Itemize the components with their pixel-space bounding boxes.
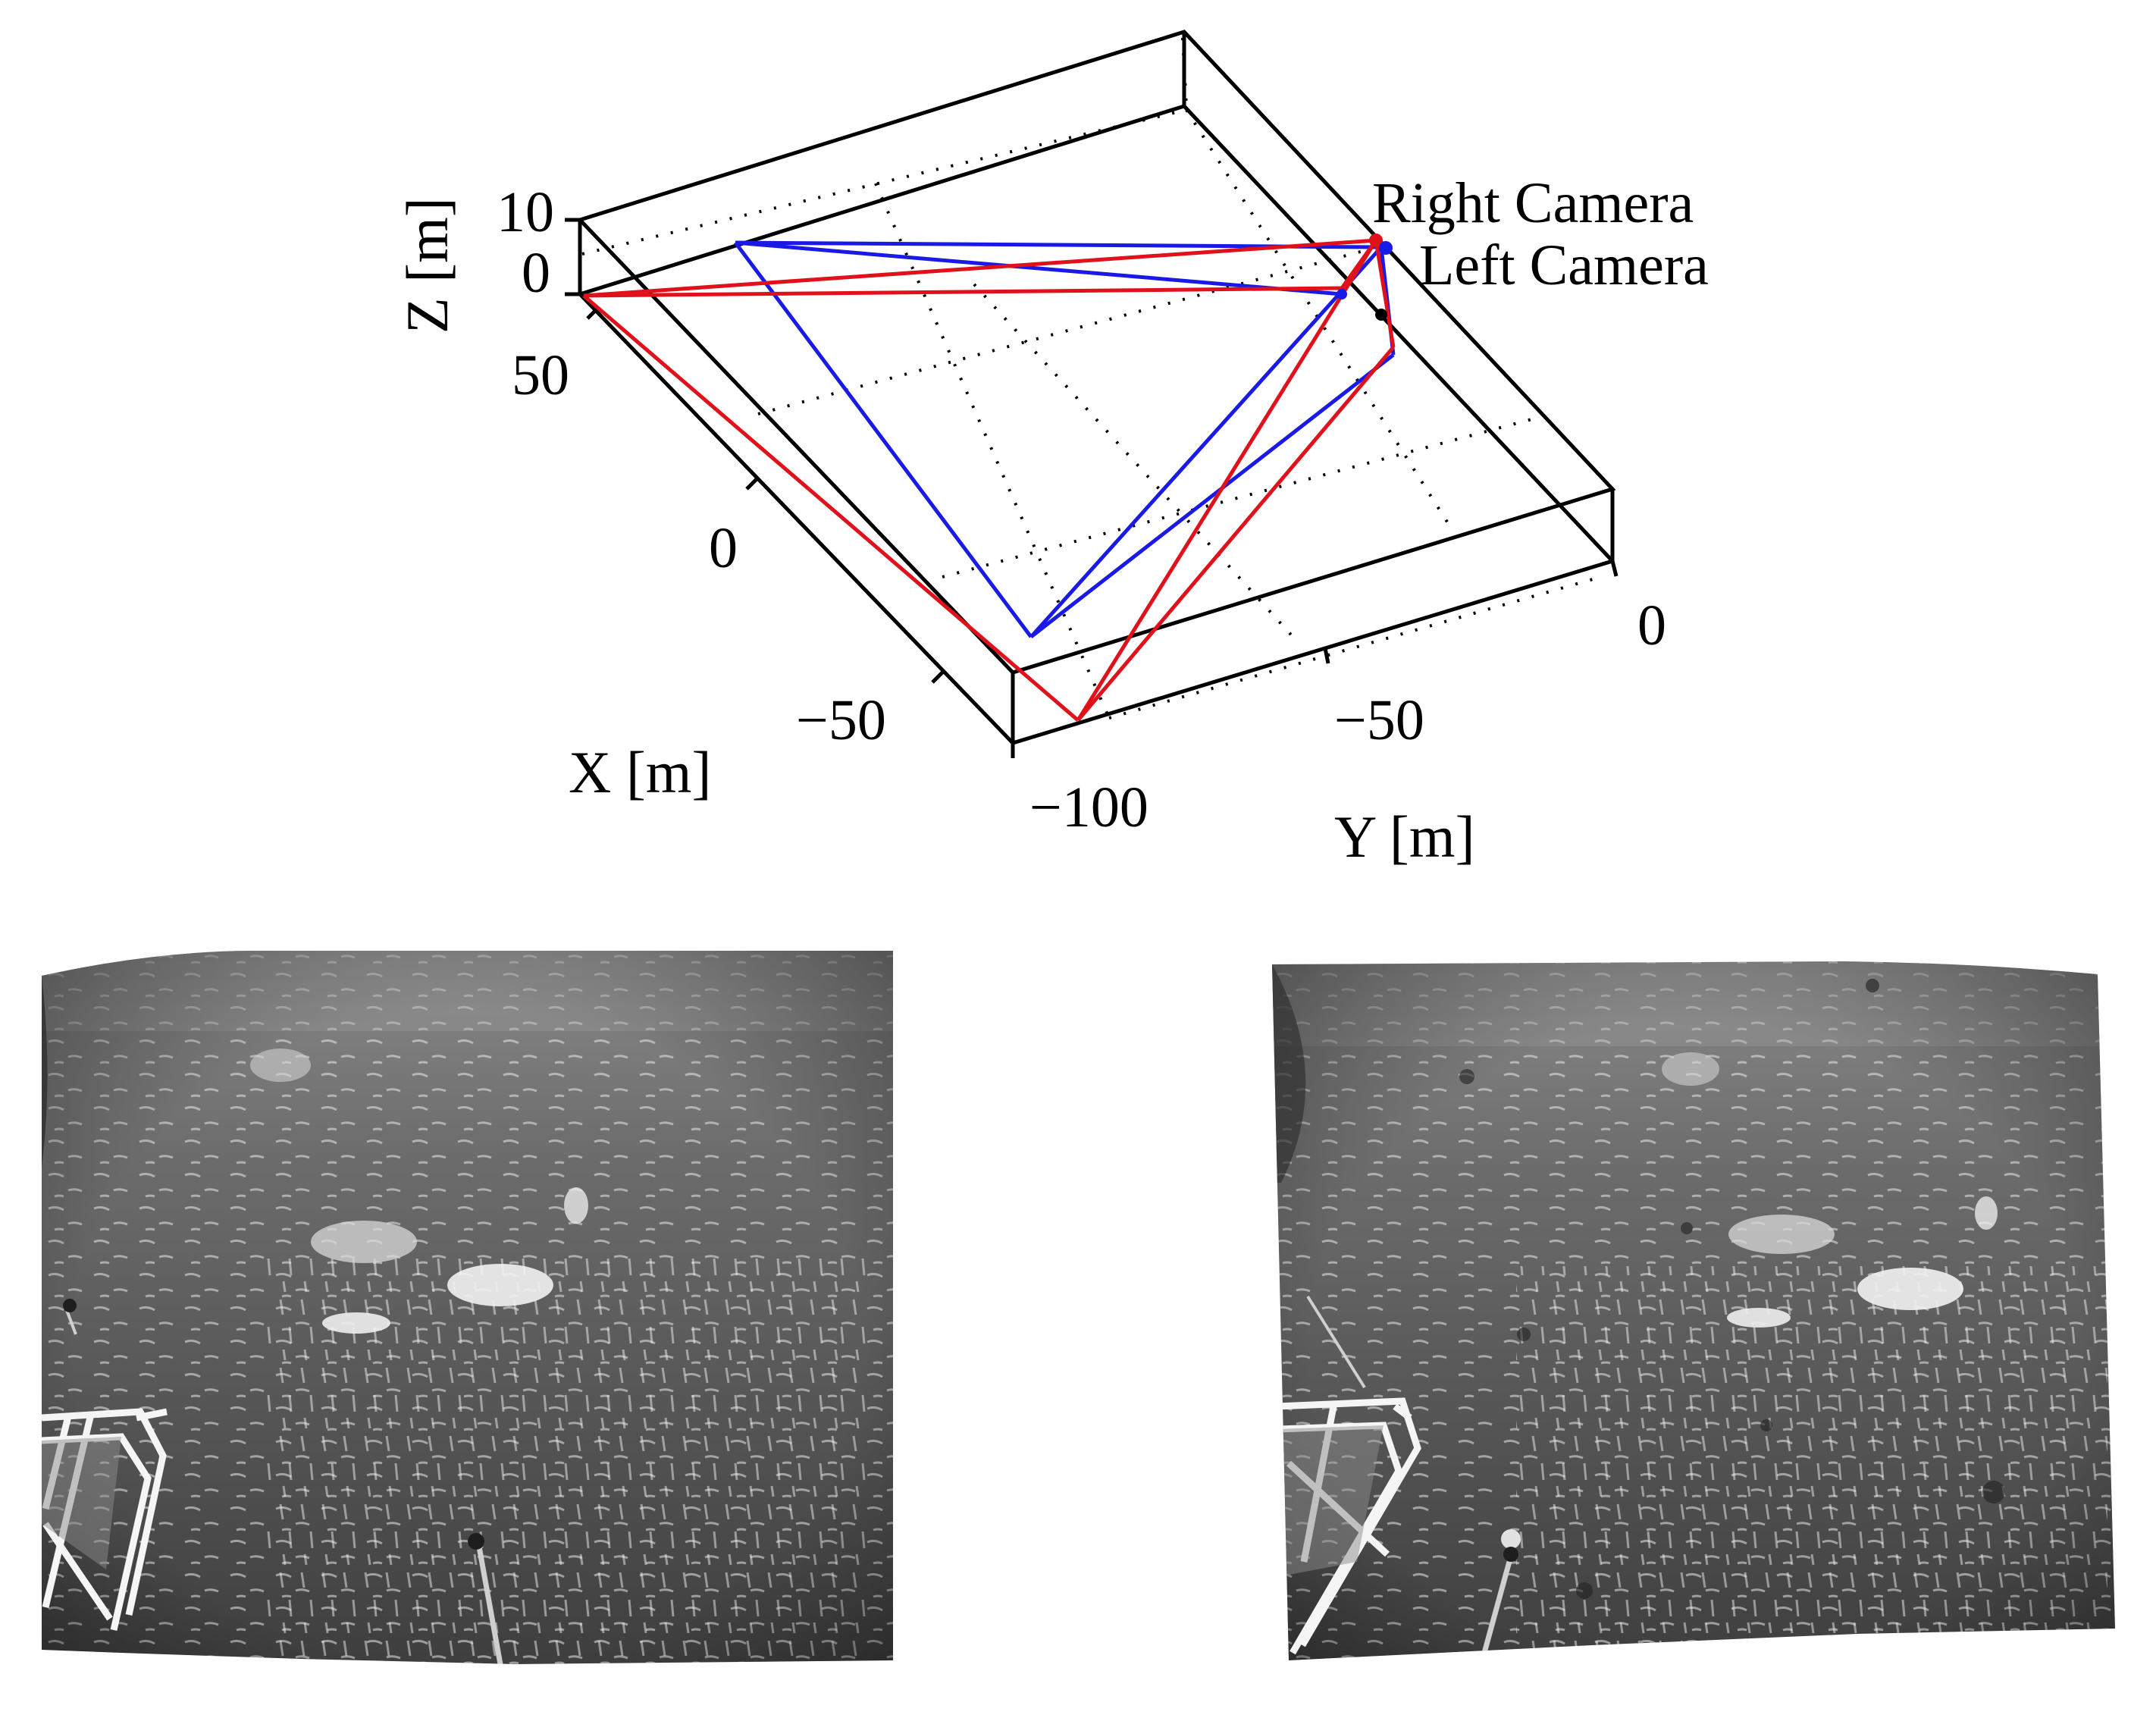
right-frustum-edge (1374, 240, 1396, 348)
right-frustum-edge (1340, 239, 1378, 290)
left-frustum-edge (1029, 246, 1383, 638)
z-tick-label: 0 (522, 241, 550, 305)
x-tick-label: 50 (512, 343, 569, 407)
plot-3d: Z [m] 10 0 50 0 −50 X [m] 0 −50 −100 Y [… (394, 30, 1709, 870)
left-camera-image-corner (1337, 289, 1347, 299)
right-frustum-edge (583, 238, 1377, 298)
left-camera-frustum (734, 240, 1396, 638)
left-camera-image (42, 951, 893, 1664)
left-frustum-edge (735, 240, 1343, 296)
x-tick-label: 0 (709, 516, 738, 580)
instrument-pole (63, 1299, 503, 1664)
x-axis-label: X [m] (569, 739, 711, 805)
right-camera-frustum (582, 238, 1396, 722)
z-tick-label: 10 (497, 180, 554, 244)
grid-lines (581, 37, 1604, 719)
y-tick-label: −100 (1029, 776, 1149, 839)
tick-marks (565, 218, 1619, 758)
right-frustum-edge (582, 294, 1080, 722)
left-frustum-edge (1029, 353, 1395, 638)
instrument-pole (1306, 1295, 1521, 1654)
right-frustum-edge (1076, 346, 1395, 722)
y-axis-label: Y [m] (1334, 804, 1475, 870)
y-tick-label: 0 (1637, 594, 1666, 657)
left-camera-marker (1379, 241, 1393, 255)
left-frustum-edge (734, 241, 1033, 638)
left-camera-label: Left Camera (1419, 234, 1709, 297)
y-tick-label: −50 (1334, 688, 1424, 752)
right-camera-marker (1369, 234, 1383, 247)
bounding-box (576, 30, 1616, 745)
right-frustum-edge (1076, 239, 1378, 722)
x-tick-label: −50 (796, 688, 886, 752)
right-frustum-edge (583, 286, 1343, 298)
z-axis-label: Z [m] (394, 197, 460, 334)
origin-marker (1375, 309, 1387, 321)
right-camera-image (1272, 961, 2115, 1660)
right-camera-label: Right Camera (1372, 171, 1694, 235)
